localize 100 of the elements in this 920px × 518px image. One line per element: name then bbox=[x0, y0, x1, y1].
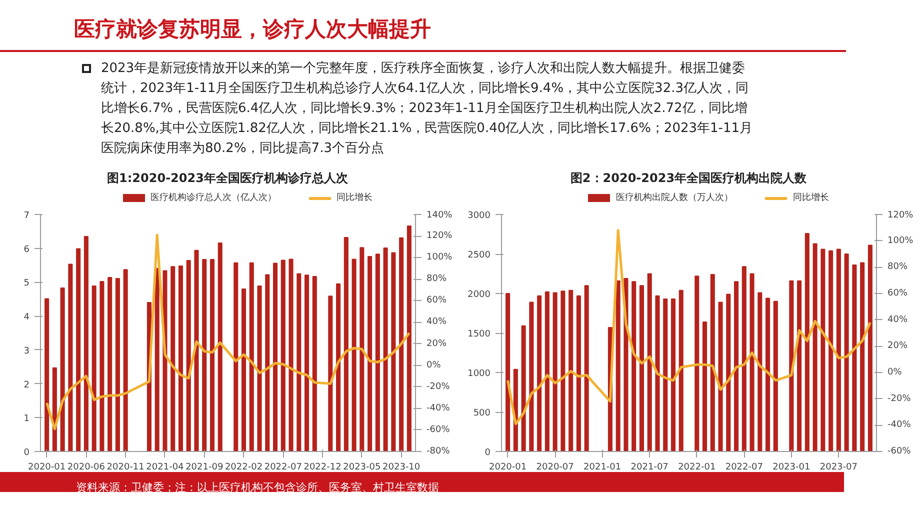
bar bbox=[241, 288, 246, 452]
bar bbox=[860, 262, 865, 452]
y2-tick-label: 100% bbox=[888, 236, 914, 246]
bar bbox=[506, 293, 510, 452]
y-tick-label: 1500 bbox=[468, 330, 491, 340]
bar bbox=[100, 281, 104, 452]
bar bbox=[820, 248, 826, 452]
bar bbox=[560, 290, 566, 452]
legend-label: 同比增长 bbox=[792, 192, 829, 205]
y2-tick-label: -40% bbox=[426, 403, 450, 414]
bar bbox=[844, 254, 849, 452]
y-tick-label: 2000 bbox=[468, 290, 491, 300]
line-series bbox=[46, 234, 410, 430]
y2-tick-label: -60% bbox=[426, 424, 450, 435]
y2-tick-label: -20% bbox=[888, 394, 912, 404]
bar bbox=[852, 264, 857, 452]
bar bbox=[368, 256, 372, 452]
bar bbox=[186, 260, 191, 452]
bar bbox=[170, 266, 176, 452]
bar bbox=[537, 295, 542, 452]
x-tick-label: 2022-02 bbox=[224, 462, 263, 472]
x-tick-label: 2022-01 bbox=[678, 462, 716, 472]
bar bbox=[123, 269, 128, 452]
bar bbox=[670, 298, 676, 452]
bar bbox=[718, 302, 723, 452]
bar bbox=[178, 265, 184, 452]
bar bbox=[202, 259, 207, 452]
bar bbox=[647, 273, 652, 452]
y2-tick-label: 80% bbox=[888, 262, 908, 272]
x-tick-label: 2023-07 bbox=[820, 462, 858, 472]
bar bbox=[108, 276, 112, 452]
y2-tick-label: 120% bbox=[888, 210, 914, 220]
y2-tick-label: -60% bbox=[888, 446, 912, 456]
y2-tick-label: 120% bbox=[426, 231, 453, 242]
x-tick-label: 2021-01 bbox=[584, 462, 622, 472]
y-tick-label: 3000 bbox=[468, 211, 491, 221]
bar bbox=[406, 226, 412, 452]
bar bbox=[336, 283, 341, 452]
x-tick-label: 2020-06 bbox=[67, 462, 106, 472]
x-tick-label: 2021-07 bbox=[630, 462, 668, 472]
bar bbox=[766, 298, 770, 452]
y2-tick-label: 60% bbox=[426, 296, 447, 306]
bar bbox=[288, 258, 294, 452]
y-tick-label: 0 bbox=[484, 448, 491, 458]
bar bbox=[60, 287, 65, 452]
bar bbox=[868, 244, 872, 452]
bar bbox=[726, 294, 731, 452]
y2-tick-label: 20% bbox=[888, 341, 908, 352]
x-tick-label: 2020-01 bbox=[28, 462, 66, 472]
bar bbox=[360, 247, 364, 452]
bar bbox=[272, 262, 278, 452]
bar bbox=[521, 325, 526, 452]
bar bbox=[639, 285, 644, 452]
y2-tick-label: 20% bbox=[426, 338, 447, 349]
y2-tick-label: 140% bbox=[426, 210, 453, 220]
bar bbox=[694, 276, 700, 452]
bar bbox=[576, 295, 581, 452]
x-tick-label: 2023-01 bbox=[772, 462, 810, 472]
bar bbox=[210, 259, 215, 452]
bar bbox=[702, 321, 708, 452]
chart-title: 图1:2020-2023年全国医疗机构诊疗总人次 bbox=[106, 170, 349, 187]
legend-label: 医疗机构出院人数（万人次） bbox=[615, 192, 733, 205]
x-tick-label: 2022-12 bbox=[304, 462, 342, 472]
chart-title: 图2：2020-2023年全国医疗机构出院人数 bbox=[569, 170, 808, 187]
line-series bbox=[506, 229, 872, 426]
bar bbox=[296, 273, 302, 452]
bar bbox=[352, 258, 356, 452]
y-tick-label: 2 bbox=[24, 380, 30, 390]
x-tick-label: 2020-01 bbox=[489, 462, 527, 472]
y2-tick-label: 40% bbox=[888, 314, 908, 325]
y2-tick-label: -40% bbox=[888, 420, 912, 430]
y-tick-label: 3 bbox=[24, 346, 30, 356]
bar bbox=[529, 302, 534, 452]
bar bbox=[789, 280, 794, 452]
bar bbox=[632, 281, 636, 452]
legend-label: 医疗机构诊疗总人次（亿人次） bbox=[150, 192, 276, 205]
bar bbox=[344, 237, 348, 452]
bar bbox=[312, 276, 317, 452]
bar bbox=[257, 285, 262, 452]
y2-tick-label: 0% bbox=[888, 368, 902, 378]
bar bbox=[76, 248, 81, 452]
bar bbox=[280, 260, 286, 452]
bar bbox=[836, 248, 841, 452]
bar bbox=[804, 232, 810, 452]
y-tick-label: 1000 bbox=[468, 369, 491, 379]
y2-tick-label: 60% bbox=[888, 288, 908, 298]
x-tick-label: 2023-10 bbox=[382, 462, 420, 472]
x-tick-label: 2022-07 bbox=[264, 462, 302, 472]
legend-label: 同比增长 bbox=[336, 192, 372, 205]
bar bbox=[249, 262, 254, 452]
bar bbox=[552, 292, 558, 452]
x-tick-label: 2023-05 bbox=[343, 462, 381, 472]
y-tick-label: 4 bbox=[24, 312, 30, 323]
bar bbox=[663, 298, 668, 452]
x-tick-label: 2020-07 bbox=[536, 462, 574, 472]
y-tick-label: 1 bbox=[24, 414, 30, 424]
x-tick-label: 2022-07 bbox=[725, 462, 763, 472]
bar bbox=[194, 250, 199, 452]
bar bbox=[710, 274, 715, 452]
text: 2023年是新冠疫情放开以来的第一个完整年度，医疗秩序全面恢复，诊疗人次和出院人数大幅提升。根据卫健委统计，2023年1-11月全国医疗卫生机构总诊疗人次64.1亿人次，同比增长9.4%，其中公立医院32.3亿人次，同比增长6.7%，民营医院6.4亿人次，同比增长9.3%；2023年1-11月全国医疗卫生机构出院人次2.72亿，同比增长20.8%,其中公立医院1.82亿人次，同比增长21.1%，民营医院0.40亿人次，同比增长17.6%；2023年1-11月医院病床使用率为80.2%，同比提高7.3个百分点 bbox=[101, 60, 754, 158]
